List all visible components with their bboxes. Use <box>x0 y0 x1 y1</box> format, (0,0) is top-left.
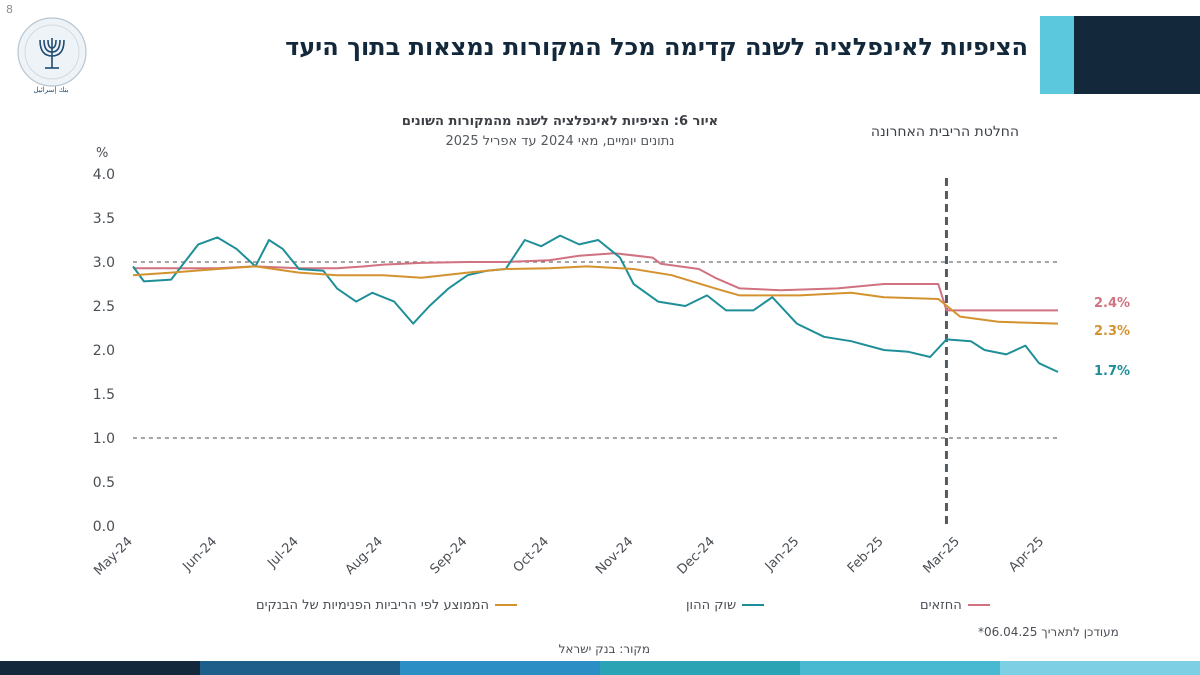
bottom-band-segment <box>600 661 800 675</box>
x-tick-label: Nov-24 <box>593 534 636 577</box>
y-tick-label: 2.0 <box>93 343 115 359</box>
x-tick-label: Oct-24 <box>511 534 553 576</box>
legend-label-banks-average: הממוצע לפי הריביות הפנימיות של הבנקים <box>256 597 489 613</box>
x-tick-label: Jun-24 <box>179 534 220 575</box>
forecasters-end-label: 2.4% <box>1094 296 1131 312</box>
update-footnote: מעודכן לתאריך 06.04.25* <box>978 625 1119 639</box>
x-tick-label: Aug-24 <box>343 534 387 578</box>
title-accent-dark <box>1074 16 1200 94</box>
x-tick-label: Feb-25 <box>845 534 887 576</box>
bottom-band-segment <box>1000 661 1200 675</box>
capital-market-end-label: 1.7% <box>1094 364 1131 379</box>
x-tick-label: Dec-24 <box>675 534 718 577</box>
y-tick-label: 2.5 <box>93 299 115 315</box>
bottom-band-segment <box>400 661 600 675</box>
legend-swatch-capital-market <box>742 604 765 606</box>
chart-subtitle: נתונים יומיים, מאי 2024 עד אפריל 2025 <box>445 134 675 149</box>
bottom-band-segment <box>800 661 1000 675</box>
y-tick-label: 1.5 <box>93 387 115 403</box>
y-tick-label: 0.5 <box>93 475 115 491</box>
capital-market-line <box>132 234 1059 373</box>
chart-title: איור 6: הציפיות לאינפלציה לשנה מהמקורות … <box>401 114 719 129</box>
bottom-color-band <box>0 661 1200 675</box>
bottom-band-segment <box>0 661 200 675</box>
x-tick-label: Mar-25 <box>921 534 963 576</box>
x-tick-label: May-24 <box>91 534 135 578</box>
y-tick-label: 3.0 <box>93 255 115 271</box>
legend-item-forecasters: החזאים <box>920 596 990 614</box>
y-tick-label: 1.0 <box>93 431 115 447</box>
x-tick-label: Sep-24 <box>428 534 471 577</box>
y-tick-label: 4.0 <box>93 167 115 183</box>
title-accent-light <box>1040 16 1074 94</box>
x-tick-label: Apr-25 <box>1006 534 1047 575</box>
banks-average-end-label: 2.3% <box>1094 323 1131 339</box>
svg-text:بنك إسرائيل: بنك إسرائيل <box>33 86 68 94</box>
banks-average-line <box>132 265 1059 325</box>
x-tick-label: Jan-25 <box>762 534 803 575</box>
y-tick-label: 3.5 <box>93 211 115 227</box>
bottom-band-segment <box>200 661 400 675</box>
x-tick-label: Jul-24 <box>264 534 301 571</box>
source-note: מקור: בנק ישראל <box>558 642 650 656</box>
legend-item-banks-average: הממוצע לפי הריביות הפנימיות של הבנקים <box>256 596 517 614</box>
y-axis-unit-label: % <box>96 146 109 161</box>
slide-title: הציפיות לאינפלציה לשנה קדימה מכל המקורות… <box>285 33 1028 61</box>
y-tick-label: 0.0 <box>93 519 115 535</box>
legend-swatch-banks-average <box>494 604 517 606</box>
legend-label-forecasters: החזאים <box>920 597 962 613</box>
legend-swatch-forecasters <box>967 604 990 606</box>
rate-decision-label: החלטת הריבית האחרונה <box>870 124 1020 140</box>
legend-item-capital-market: שוק ההון <box>686 596 765 614</box>
page-number: 8 <box>6 3 13 16</box>
legend-label-capital-market: שוק ההון <box>686 597 737 613</box>
bank-of-israel-logo: بنك إسرائيل <box>17 17 87 94</box>
